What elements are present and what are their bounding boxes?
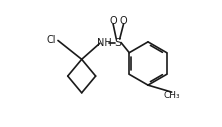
Text: O: O (120, 16, 127, 26)
Text: Cl: Cl (47, 35, 56, 45)
Text: O: O (109, 16, 117, 26)
Text: NH: NH (97, 38, 112, 48)
Text: S: S (114, 38, 121, 48)
Text: CH₃: CH₃ (163, 91, 180, 100)
